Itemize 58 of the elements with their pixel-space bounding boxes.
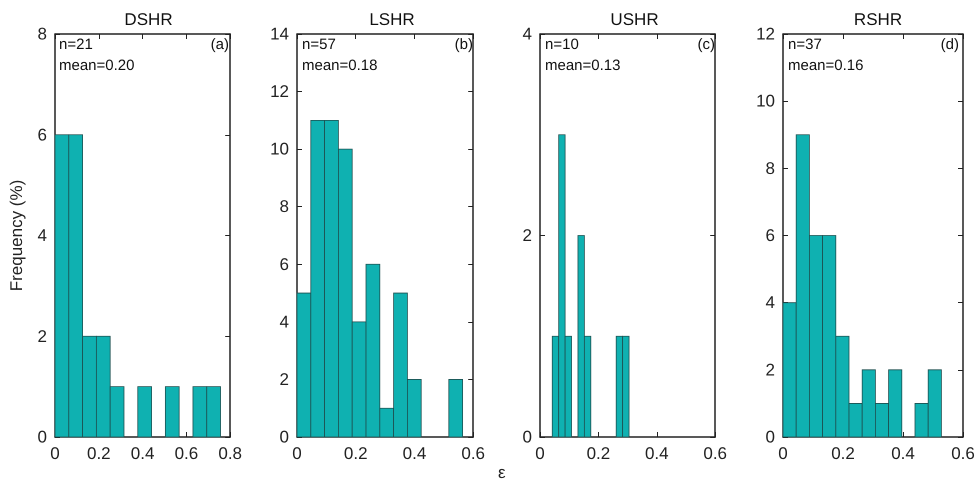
x-tick-label: 0.8 [218,444,242,463]
x-tick-label: 0 [778,444,788,463]
x-tick-label: 0 [292,444,302,463]
x-tick-label: 0.4 [130,444,154,463]
y-tick-label: 4 [766,293,775,312]
annotation: n=21 [59,36,93,53]
annotation: (d) [940,36,960,53]
annotation: mean=0.18 [302,57,378,74]
x-tick-label: 0.6 [174,444,198,463]
chart-title: LSHR [369,10,415,29]
chart-title: RSHR [854,10,902,29]
y-tick-label: 8 [38,24,47,44]
x-tick-label: 0.2 [831,444,855,463]
y-axis-title: Frequency (%) [7,180,26,292]
y-tick-label: 2 [766,360,775,380]
x-tick-label: 0.4 [644,444,669,463]
annotation: mean=0.16 [788,57,864,74]
y-tick-label: 6 [766,226,775,245]
annotation: mean=0.20 [59,57,134,74]
y-tick-label: 12 [270,82,289,102]
x-tick-label: 0 [50,444,60,463]
y-tick-label: 6 [38,125,47,144]
annotation: (c) [698,36,716,53]
y-tick-label: 8 [280,197,289,216]
annotation: n=10 [545,36,579,53]
x-tick-label: 0.2 [86,444,111,463]
x-tick-label: 0.4 [402,444,426,463]
y-tick-label: 10 [756,92,775,111]
y-tick-label: 0 [522,428,532,446]
annotation: mean=0.13 [545,57,620,74]
x-tick-label: 0.4 [891,444,915,463]
y-tick-label: 4 [38,226,47,245]
annotation: n=37 [788,36,822,53]
y-tick-label: 0 [38,428,47,446]
chart-title: DSHR [124,10,173,29]
chart-title: USHR [610,10,659,29]
x-tick-label: 0.6 [461,444,486,463]
y-tick-label: 2 [280,370,289,389]
x-tick-label: 0 [535,444,545,463]
x-tick-label: 0.2 [344,444,368,463]
y-tick-label: 6 [280,254,289,274]
y-tick-label: 0 [280,428,289,446]
x-tick-label: 0.6 [703,444,728,463]
annotation: n=57 [302,36,336,53]
y-tick-label: 12 [756,24,775,44]
y-tick-label: 0 [766,428,775,446]
y-tick-label: 2 [522,226,532,245]
y-tick-label: 8 [766,158,775,178]
y-tick-label: 2 [38,326,47,346]
y-tick-label: 4 [522,24,532,44]
x-tick-label: 0.2 [586,444,610,463]
y-tick-label: 14 [270,24,289,44]
x-axis-title: ε [498,463,506,482]
annotation: (b) [454,36,474,53]
y-tick-label: 10 [270,140,289,159]
annotation: (a) [210,36,230,53]
y-tick-label: 4 [280,312,289,332]
x-tick-label: 0.6 [951,444,975,463]
